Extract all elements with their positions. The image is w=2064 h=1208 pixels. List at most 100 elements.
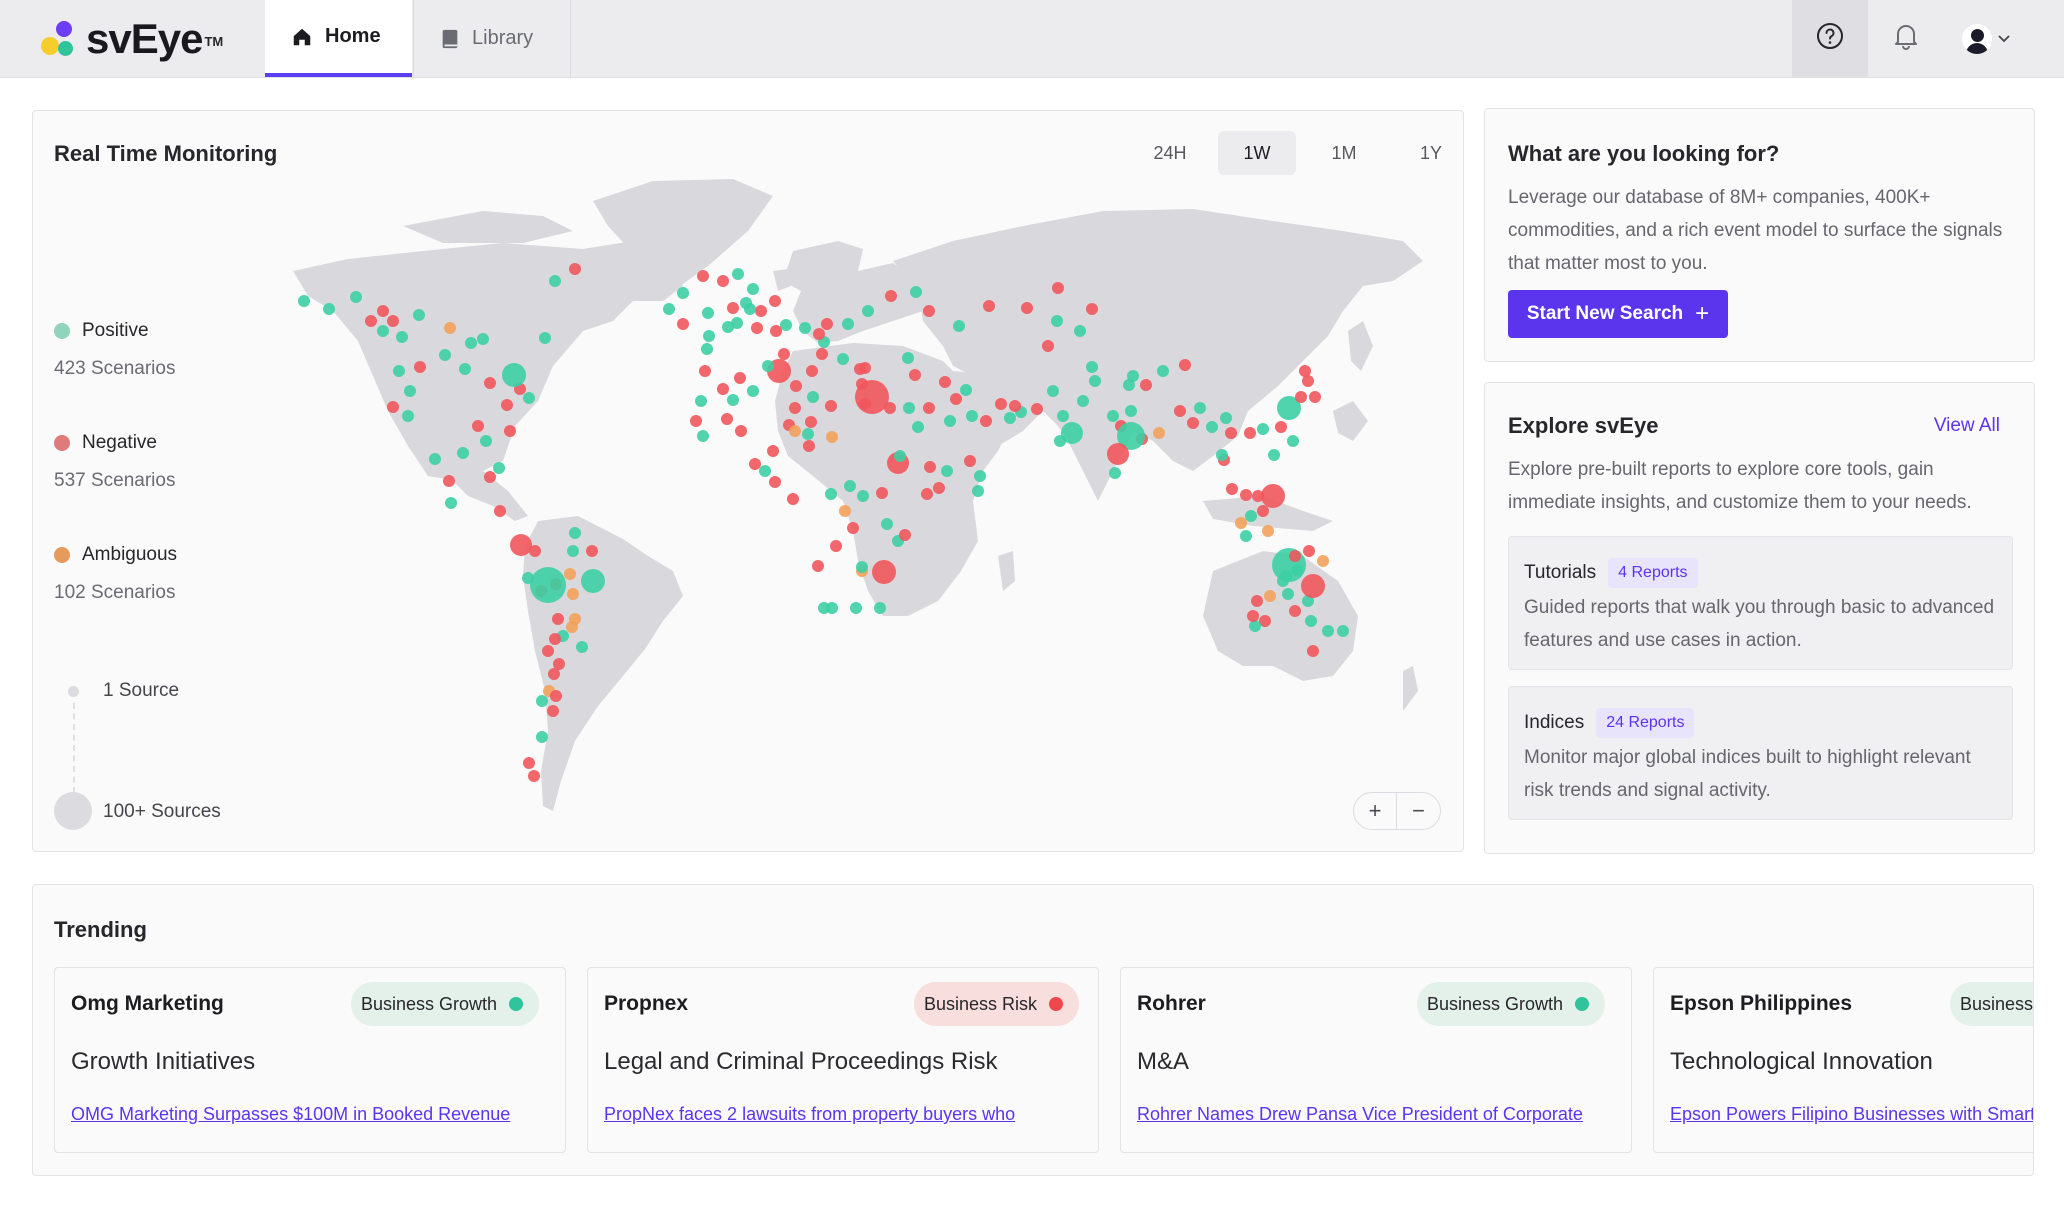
positive-event-bubble[interactable]: [323, 303, 335, 315]
positive-event-bubble[interactable]: [429, 453, 441, 465]
negative-event-bubble[interactable]: [1302, 375, 1314, 387]
negative-event-bubble[interactable]: [769, 295, 781, 307]
ambiguous-event-bubble[interactable]: [566, 621, 578, 633]
world-map[interactable]: [253, 171, 1453, 841]
negative-event-bubble[interactable]: [472, 420, 484, 432]
negative-event-bubble[interactable]: [484, 377, 496, 389]
tutorials-card[interactable]: Tutorials 4 Reports Guided reports that …: [1508, 536, 2013, 670]
negative-event-bubble[interactable]: [443, 475, 455, 487]
negative-event-bubble[interactable]: [523, 757, 535, 769]
range-1m[interactable]: 1M: [1331, 142, 1357, 163]
zoom-in-button[interactable]: +: [1354, 793, 1397, 829]
ambiguous-event-bubble[interactable]: [1235, 517, 1247, 529]
negative-event-bubble[interactable]: [552, 613, 564, 625]
negative-event-bubble[interactable]: [983, 300, 995, 312]
negative-event-bubble[interactable]: [749, 458, 761, 470]
positive-event-bubble[interactable]: [1216, 449, 1228, 461]
positive-event-bubble[interactable]: [480, 435, 492, 447]
positive-event-bubble[interactable]: [1337, 625, 1349, 637]
range-1w[interactable]: 1W: [1218, 131, 1296, 175]
positive-event-bubble[interactable]: [850, 602, 862, 614]
positive-event-bubble[interactable]: [1305, 615, 1317, 627]
negative-event-bubble[interactable]: [854, 363, 866, 375]
positive-event-bubble[interactable]: [1257, 423, 1269, 435]
negative-event-bubble[interactable]: [677, 318, 689, 330]
negative-event-bubble[interactable]: [778, 348, 790, 360]
negative-event-bubble[interactable]: [717, 275, 729, 287]
negative-event-bubble[interactable]: [805, 416, 817, 428]
negative-event-bubble[interactable]: [734, 372, 746, 384]
positive-event-bubble[interactable]: [762, 360, 774, 372]
negative-event-bubble[interactable]: [1275, 421, 1287, 433]
positive-event-bubble[interactable]: [1089, 375, 1101, 387]
negative-event-bubble[interactable]: [501, 399, 513, 411]
positive-event-bubble[interactable]: [902, 352, 914, 364]
positive-event-bubble[interactable]: [677, 287, 689, 299]
negative-event-bubble[interactable]: [586, 545, 598, 557]
negative-event-bubble[interactable]: [980, 415, 992, 427]
negative-event-bubble[interactable]: [812, 560, 824, 572]
positive-event-bubble[interactable]: [1061, 422, 1083, 444]
positive-event-bubble[interactable]: [972, 485, 984, 497]
negative-event-bubble[interactable]: [504, 425, 516, 437]
positive-event-bubble[interactable]: [1077, 395, 1089, 407]
negative-event-bubble[interactable]: [1257, 505, 1269, 517]
ambiguous-event-bubble[interactable]: [444, 322, 456, 334]
negative-event-bubble[interactable]: [365, 315, 377, 327]
positive-event-bubble[interactable]: [703, 330, 715, 342]
negative-event-bubble[interactable]: [1309, 391, 1321, 403]
positive-event-bubble[interactable]: [941, 465, 953, 477]
negative-event-bubble[interactable]: [909, 369, 921, 381]
positive-event-bubble[interactable]: [857, 490, 869, 502]
negative-event-bubble[interactable]: [1021, 302, 1033, 314]
trending-article-link[interactable]: OMG Marketing Surpasses $100M in Booked …: [71, 1104, 511, 1124]
negative-event-bubble[interactable]: [806, 365, 818, 377]
positive-event-bubble[interactable]: [966, 410, 978, 422]
negative-event-bubble[interactable]: [1295, 391, 1307, 403]
positive-event-bubble[interactable]: [536, 695, 548, 707]
positive-event-bubble[interactable]: [350, 291, 362, 303]
tab-home[interactable]: Home: [265, 0, 412, 77]
negative-event-bubble[interactable]: [510, 534, 532, 556]
negative-event-bubble[interactable]: [995, 398, 1007, 410]
trending-article-link[interactable]: Epson Powers Filipino Businesses with Sm…: [1670, 1104, 2034, 1124]
positive-event-bubble[interactable]: [445, 497, 457, 509]
positive-event-bubble[interactable]: [1291, 564, 1303, 576]
negative-event-bubble[interactable]: [1247, 610, 1259, 622]
positive-event-bubble[interactable]: [780, 319, 792, 331]
positive-event-bubble[interactable]: [1074, 325, 1086, 337]
positive-event-bubble[interactable]: [732, 268, 744, 280]
negative-event-bubble[interactable]: [1307, 645, 1319, 657]
negative-event-bubble[interactable]: [547, 705, 559, 717]
positive-event-bubble[interactable]: [697, 430, 709, 442]
negative-event-bubble[interactable]: [1259, 615, 1271, 627]
negative-event-bubble[interactable]: [1240, 489, 1252, 501]
range-1y[interactable]: 1Y: [1419, 142, 1443, 163]
view-all-link[interactable]: View All: [1933, 415, 2000, 436]
positive-event-bubble[interactable]: [567, 545, 579, 557]
positive-event-bubble[interactable]: [404, 385, 416, 397]
negative-event-bubble[interactable]: [721, 413, 733, 425]
positive-event-bubble[interactable]: [1004, 412, 1016, 424]
negative-event-bubble[interactable]: [939, 376, 951, 388]
negative-event-bubble[interactable]: [727, 302, 739, 314]
positive-event-bubble[interactable]: [1322, 625, 1334, 637]
ambiguous-event-bubble[interactable]: [1153, 427, 1165, 439]
negative-event-bubble[interactable]: [1226, 483, 1238, 495]
negative-event-bubble[interactable]: [899, 529, 911, 541]
positive-event-bubble[interactable]: [1287, 435, 1299, 447]
negative-event-bubble[interactable]: [484, 471, 496, 483]
negative-event-bubble[interactable]: [528, 770, 540, 782]
negative-event-bubble[interactable]: [1299, 365, 1311, 377]
positive-event-bubble[interactable]: [1051, 315, 1063, 327]
negative-event-bubble[interactable]: [1251, 595, 1263, 607]
negative-event-bubble[interactable]: [494, 505, 506, 517]
positive-event-bubble[interactable]: [807, 391, 819, 403]
positive-event-bubble[interactable]: [894, 450, 906, 462]
positive-event-bubble[interactable]: [1107, 410, 1119, 422]
negative-event-bubble[interactable]: [553, 658, 565, 670]
negative-event-bubble[interactable]: [699, 365, 711, 377]
negative-event-bubble[interactable]: [697, 270, 709, 282]
positive-event-bubble[interactable]: [701, 343, 713, 355]
positive-event-bubble[interactable]: [1282, 588, 1294, 600]
